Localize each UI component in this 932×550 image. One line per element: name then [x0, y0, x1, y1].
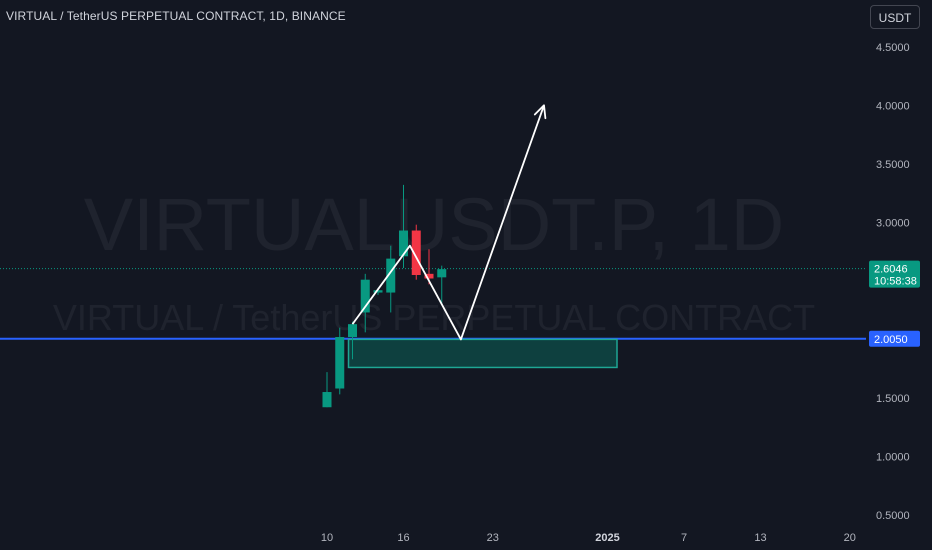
- demand-zone[interactable]: [347, 338, 618, 369]
- zone-rectangle[interactable]: [347, 338, 618, 369]
- candle-body: [386, 258, 396, 293]
- projection-path[interactable]: [351, 104, 547, 341]
- chart-title: VIRTUAL / TetherUS PERPETUAL CONTRACT, 1…: [6, 9, 346, 23]
- level-price-badge: [869, 330, 920, 347]
- y-tick-label: 1.5000: [876, 393, 910, 405]
- y-tick-label: 4.5000: [876, 42, 910, 54]
- candle: [348, 321, 357, 360]
- projection-polyline[interactable]: [351, 104, 545, 341]
- current-price-value: 2.6046: [874, 264, 908, 276]
- candle: [335, 327, 345, 395]
- candle: [322, 372, 332, 408]
- candlestick-series: [322, 184, 447, 408]
- candle-body: [373, 290, 383, 293]
- watermark-symbol: VIRTUALUSDT.P, 1D: [84, 183, 785, 266]
- countdown-value: 10:58:38: [874, 276, 917, 288]
- arrow-head[interactable]: [533, 104, 547, 120]
- level-price-value: 2.0050: [874, 334, 908, 346]
- x-tick-label: 16: [397, 532, 409, 544]
- candle-body: [360, 279, 370, 313]
- candle-body: [322, 392, 332, 408]
- x-tick-label: 2025: [595, 532, 619, 544]
- watermark: VIRTUALUSDT.P, 1D VIRTUAL / TetherUS PER…: [53, 183, 815, 338]
- currency-button[interactable]: USDT: [870, 5, 920, 29]
- y-tick-label: 3.0000: [876, 217, 910, 229]
- time-axis[interactable]: 10 16 23 2025 7 13 20: [321, 532, 856, 544]
- y-tick-label: 3.5000: [876, 159, 910, 171]
- watermark-description: VIRTUAL / TetherUS PERPETUAL CONTRACT: [53, 297, 815, 338]
- candle-body: [399, 230, 408, 257]
- candle-body: [348, 324, 357, 338]
- candle-body: [437, 269, 447, 278]
- candle-body: [424, 273, 434, 279]
- candle: [386, 245, 396, 313]
- y-tick-label: 1.0000: [876, 451, 910, 463]
- candle-body: [335, 337, 345, 389]
- candle: [424, 249, 434, 285]
- y-tick-label: 4.0000: [876, 100, 910, 112]
- x-tick-label: 23: [487, 532, 499, 544]
- x-tick-label: 7: [681, 532, 687, 544]
- level-price-label: 2.0050: [869, 330, 920, 347]
- y-tick-label: 0.5000: [876, 510, 910, 522]
- candle: [411, 224, 421, 280]
- x-tick-label: 10: [321, 532, 333, 544]
- candle: [437, 265, 447, 305]
- candle-body: [411, 230, 421, 275]
- x-tick-label: 13: [754, 532, 766, 544]
- candle: [360, 273, 370, 333]
- current-price-badge: [869, 260, 920, 288]
- x-tick-label: 20: [844, 532, 856, 544]
